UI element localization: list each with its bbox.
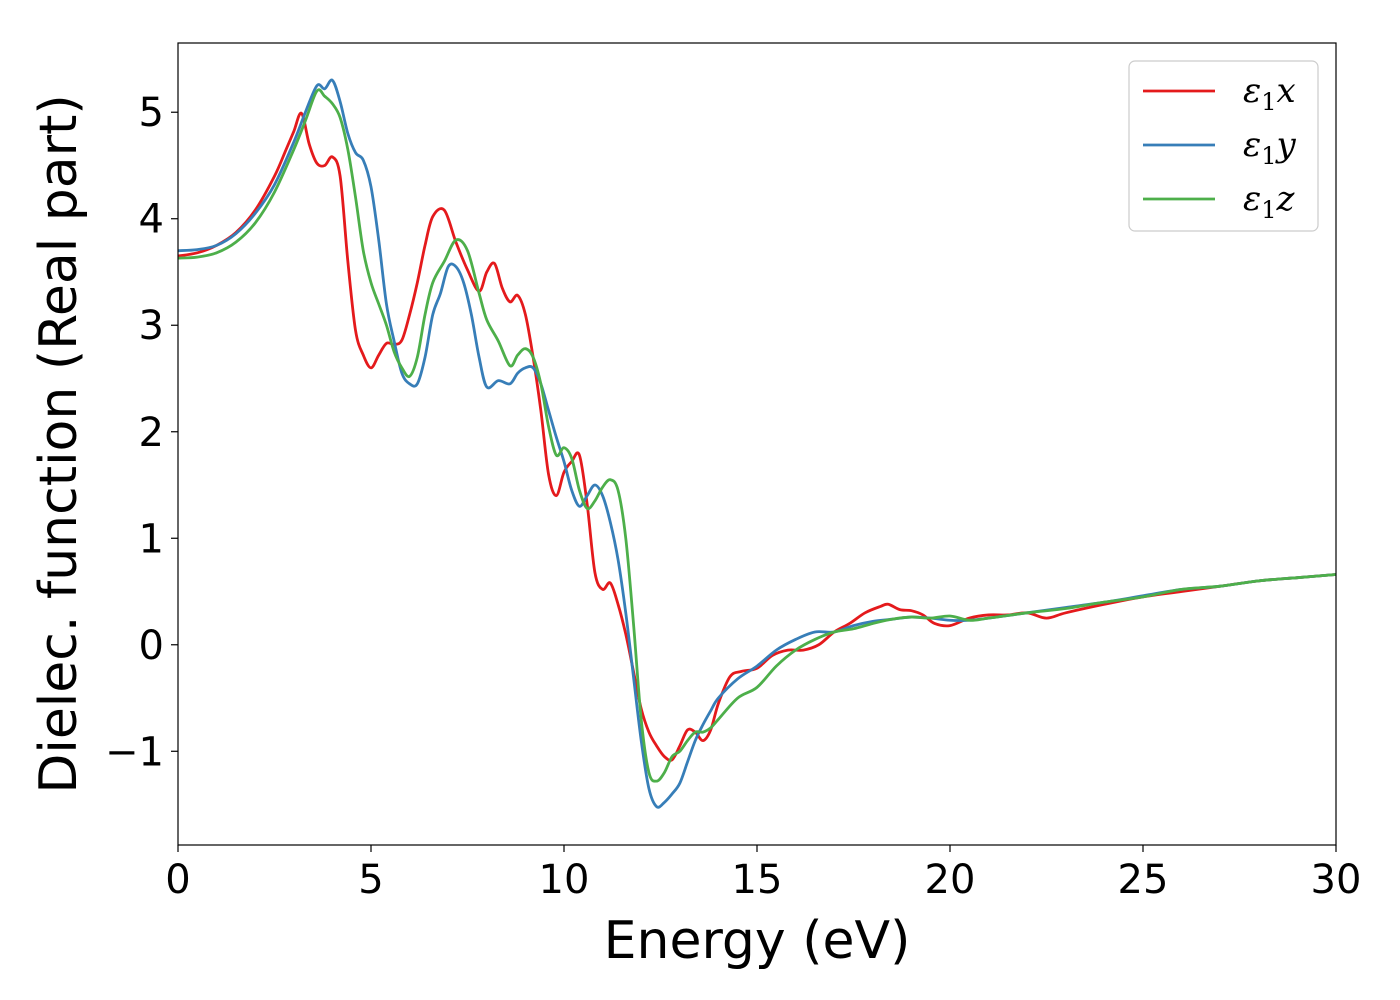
y-tick-label: 0 (139, 623, 164, 669)
y-tick-label: 4 (139, 197, 164, 243)
legend: ε1x ε1y ε1z (1128, 60, 1319, 232)
series-layer (178, 78, 1336, 809)
legend-entry-x: ε1x (1243, 71, 1296, 116)
y-axis: −1 0 1 2 3 4 5 (105, 90, 178, 775)
y-tick-label: 3 (139, 303, 164, 349)
y-tick-label: 1 (139, 516, 164, 562)
x-tick-label: 0 (165, 857, 190, 903)
y-axis-label: Dielec. function (Real part) (29, 94, 89, 793)
x-tick-label: 20 (925, 857, 976, 903)
series-line-z (178, 88, 1336, 783)
x-axis-label: Energy (eV) (604, 911, 911, 971)
x-axis: 0 5 10 15 20 25 30 (165, 845, 1361, 903)
x-tick-label: 5 (358, 857, 383, 903)
legend-entry-z: ε1z (1243, 179, 1296, 224)
legend-box (1128, 60, 1319, 232)
y-tick-label: −1 (105, 729, 164, 775)
y-tick-label: 5 (139, 90, 164, 136)
legend-entry-y: ε1y (1243, 125, 1297, 170)
x-tick-label: 10 (539, 857, 590, 903)
series-line-x (178, 111, 1336, 762)
x-tick-label: 30 (1311, 857, 1362, 903)
x-tick-label: 25 (1118, 857, 1169, 903)
x-tick-label: 15 (732, 857, 783, 903)
y-tick-label: 2 (139, 410, 164, 456)
